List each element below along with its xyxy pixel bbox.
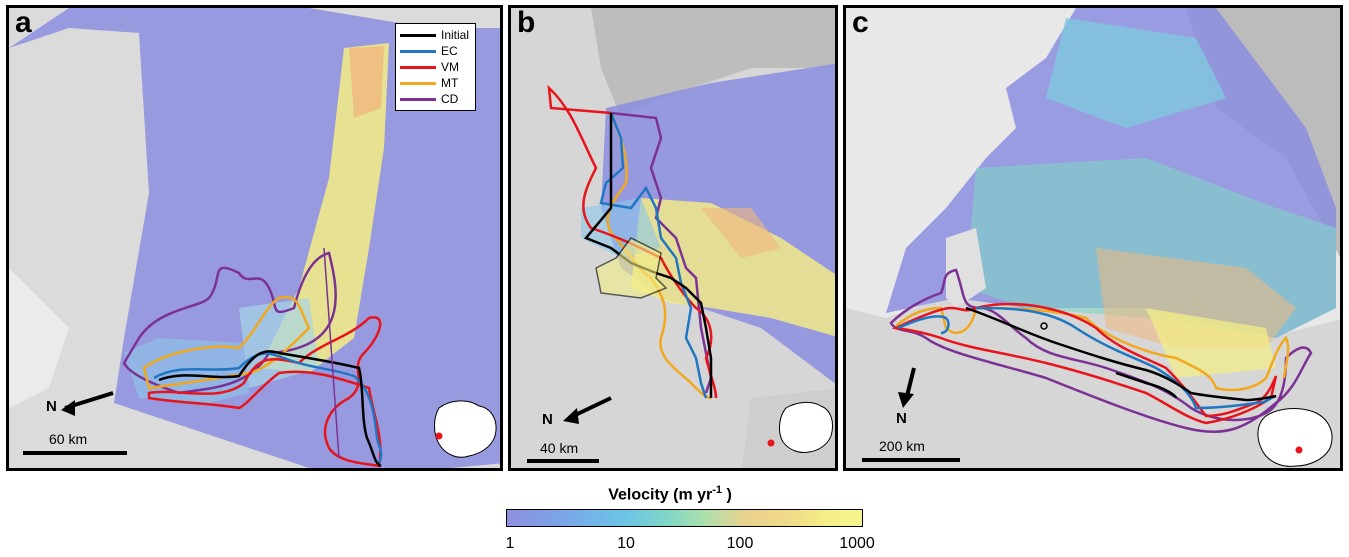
colorbar-title: Velocity (m yr-1 ) [560,484,780,504]
panel-b: b N 40 km [508,5,838,471]
fast-flow [259,43,389,373]
legend-label: EC [441,44,458,58]
legend-label: Initial [441,28,470,42]
colorbar-tick: 1000 [839,535,875,552]
antarctica-inset [1257,408,1333,467]
location-marker [1295,446,1303,454]
colorbar-title-text: Velocity (m yr [608,486,713,504]
north-label: N [542,411,553,428]
scale-label: 40 km [540,440,579,456]
fast-flow [631,198,835,337]
legend-item: MT [400,75,469,91]
antarctica-inset [778,401,834,453]
ec-front-b [599,112,708,399]
panel-label: c [852,6,869,39]
legend-label: VM [441,60,459,74]
north-label: N [896,410,907,427]
legend-item: EC [400,43,469,59]
initial-front-b [583,113,713,398]
north-arrow-icon [898,392,914,408]
antarctica-inset [434,400,497,458]
scale-bar [862,458,960,462]
mt-front-c [895,306,1290,392]
panel-c: c N 200 km [843,5,1343,471]
cd-front-b [610,111,713,394]
north-arrow-icon [563,408,579,424]
colorbar-tick: 10 [617,535,635,552]
panel-label: b [517,6,536,39]
location-marker [767,439,775,447]
panel-c-map [846,8,1340,468]
legend-item: Initial [400,27,469,43]
panel-label: a [15,6,32,39]
scale-label: 60 km [49,431,88,447]
cd-front-c [889,268,1313,434]
vm-front-a [147,316,382,468]
north-arrow-icon [61,400,75,416]
scale-bar [23,451,127,455]
scale-label: 200 km [879,438,925,454]
ec-front-a [153,352,383,464]
colorbar [506,509,863,527]
legend-label: MT [441,76,459,90]
legend-item: VM [400,59,469,75]
ec-front-c [897,306,1277,410]
legend-item: CD [400,91,469,107]
scale-bar [527,459,599,463]
location-marker [435,432,443,440]
north-label: N [46,398,57,415]
cd-front-a [122,251,337,395]
legend: Initial EC VM MT CD [395,23,477,111]
legend-label: CD [441,92,459,106]
colorbar-title-end: ) [722,486,732,504]
panel-a: a Initial EC VM MT CD N 60 km [6,5,503,471]
initial-front-a [158,350,382,468]
colorbar-tick: 1 [505,535,515,552]
panel-b-map [511,8,835,468]
initial-front-c [965,306,1277,402]
colorbar-title-exponent: -1 [712,484,723,496]
colorbar-tick: 100 [726,535,754,552]
